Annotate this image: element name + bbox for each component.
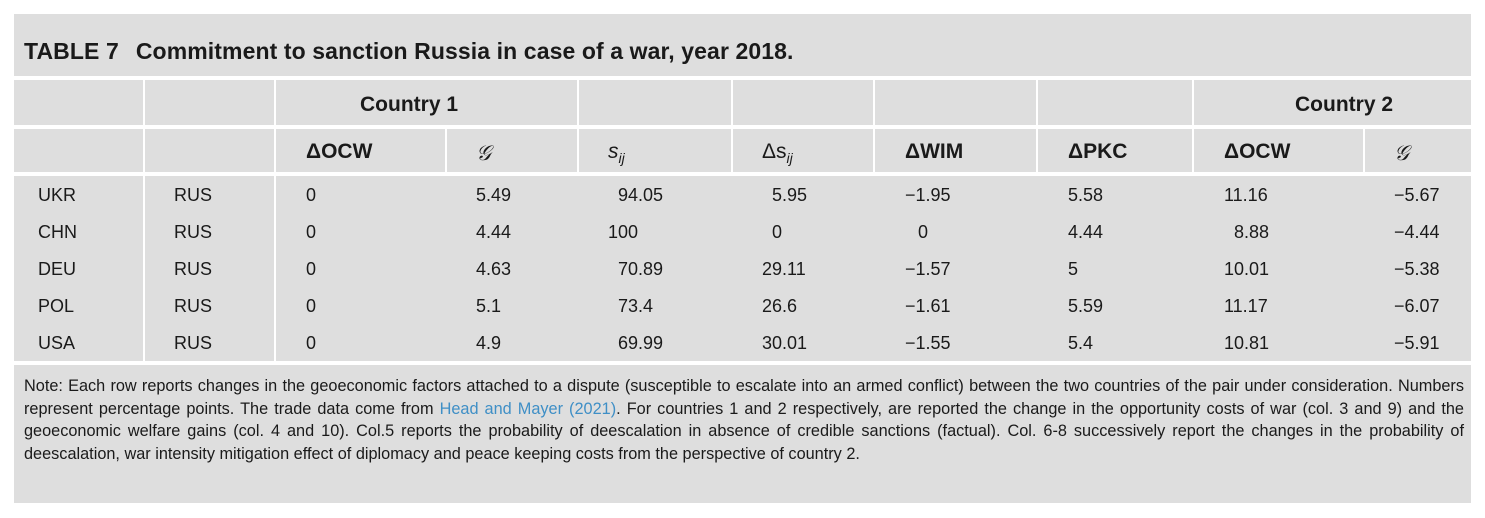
cell-delta-ocw-1: 0 [306,333,317,353]
cell-g-2: −6.07 [1394,296,1440,316]
col-rule [873,80,875,172]
col-rule [274,176,276,361]
col-rule [731,80,733,172]
header-delta-ocw-2: ΔOCW [1224,140,1291,163]
cell-country2: RUS [174,296,213,316]
cell-delta-pkc: 5.58 [1068,185,1104,205]
cell-delta-ocw-2: 11.16 [1224,185,1268,205]
cell-g-1: 4.9 [476,333,502,353]
cell-delta-ocw-1: 0 [306,259,317,279]
cell-delta-s-ij: 5.95 [772,185,808,205]
cell-delta-wim: −1.61 [905,296,951,316]
header-g-1: 𝒢 [476,142,491,165]
header-s-ij-sub: ij [618,150,625,167]
col-rule [1036,80,1038,172]
cell-delta-pkc: 4.44 [1068,222,1104,242]
cell-delta-wim: −1.55 [905,333,951,353]
header-s-ij: sij [608,141,625,165]
citation-link[interactable]: Head and Mayer (2021) [439,399,617,418]
cell-delta-ocw-2: 10.01 [1224,259,1270,279]
cell-g-2: −5.67 [1394,185,1440,205]
col-rule [1363,129,1365,172]
cell-s-ij: 69.99 [618,333,664,353]
cell-delta-ocw-1: 0 [306,185,317,205]
col-rule [445,129,447,172]
header-g-2: 𝒢 [1394,142,1409,165]
table-title: Commitment to sanction Russia in case of… [135,38,794,64]
cell-delta-wim: −1.57 [905,259,951,279]
table-panel [14,14,1471,503]
cell-country2: RUS [174,333,213,353]
col-rule [274,80,276,172]
table-note: Note: Each row reports changes in the ge… [24,375,1464,465]
cell-country2: RUS [174,259,213,279]
cell-delta-pkc: 5.59 [1068,296,1104,316]
cell-delta-s-ij: 0 [772,222,783,242]
cell-country1: POL [38,296,75,316]
header-delta-s-ij-sub: ij [786,150,793,167]
header-s-ij-base: s [608,140,619,163]
cell-delta-s-ij: 26.6 [762,296,798,316]
table-caption: TABLE 7 Commitment to sanction Russia in … [24,38,794,65]
header-delta-ocw-1: ΔOCW [306,140,373,163]
cell-delta-ocw-2: 8.88 [1234,222,1270,242]
cell-delta-s-ij: 29.11 [762,259,806,279]
cell-delta-ocw-2: 10.81 [1224,333,1270,353]
cell-country2: RUS [174,185,213,205]
cell-s-ij: 100 [608,222,639,242]
cell-g-2: −4.44 [1394,222,1440,242]
col-rule [1192,80,1194,172]
cell-delta-ocw-1: 0 [306,222,317,242]
rule-under-headers [14,172,1471,176]
cell-country1: USA [38,333,76,353]
cell-g-1: 5.1 [476,296,502,316]
cell-delta-pkc: 5.4 [1068,333,1094,353]
cell-delta-wim: 0 [918,222,929,242]
cell-delta-ocw-1: 0 [306,296,317,316]
cell-country1: CHN [38,222,77,242]
note-text-start: Note: Each row reports changes in the ge… [24,377,1464,418]
cell-s-ij: 73.4 [618,296,654,316]
cell-delta-pkc: 5 [1068,259,1079,279]
cell-country1: DEU [38,259,77,279]
cell-delta-wim: −1.95 [905,185,951,205]
rule-under-body [14,361,1471,365]
cell-g-2: −5.91 [1394,333,1440,353]
cell-g-2: −5.38 [1394,259,1440,279]
group-header-country-2: Country 2 [1295,93,1394,116]
col-rule [143,176,145,361]
cell-delta-ocw-2: 11.17 [1224,296,1268,316]
header-delta-s-ij-base: Δs [762,140,787,163]
cell-s-ij: 70.89 [618,259,664,279]
header-delta-pkc: ΔPKC [1068,140,1128,163]
cell-g-1: 4.63 [476,259,512,279]
cell-g-1: 4.44 [476,222,512,242]
table-label: TABLE 7 [24,38,119,64]
cell-country1: UKR [38,185,77,205]
cell-delta-s-ij: 30.01 [762,333,808,353]
header-delta-wim: ΔWIM [905,140,964,163]
note-text-end: . For countries 1 and 2 respectively, ar… [24,399,1464,463]
col-rule [143,80,145,172]
group-header-country-1: Country 1 [360,93,459,116]
cell-s-ij: 94.05 [618,185,664,205]
col-rule [577,80,579,172]
rule-under-title [14,76,1471,80]
rule-under-groups [14,125,1471,129]
cell-country2: RUS [174,222,213,242]
cell-g-1: 5.49 [476,185,512,205]
header-delta-s-ij: Δsij [762,141,793,165]
